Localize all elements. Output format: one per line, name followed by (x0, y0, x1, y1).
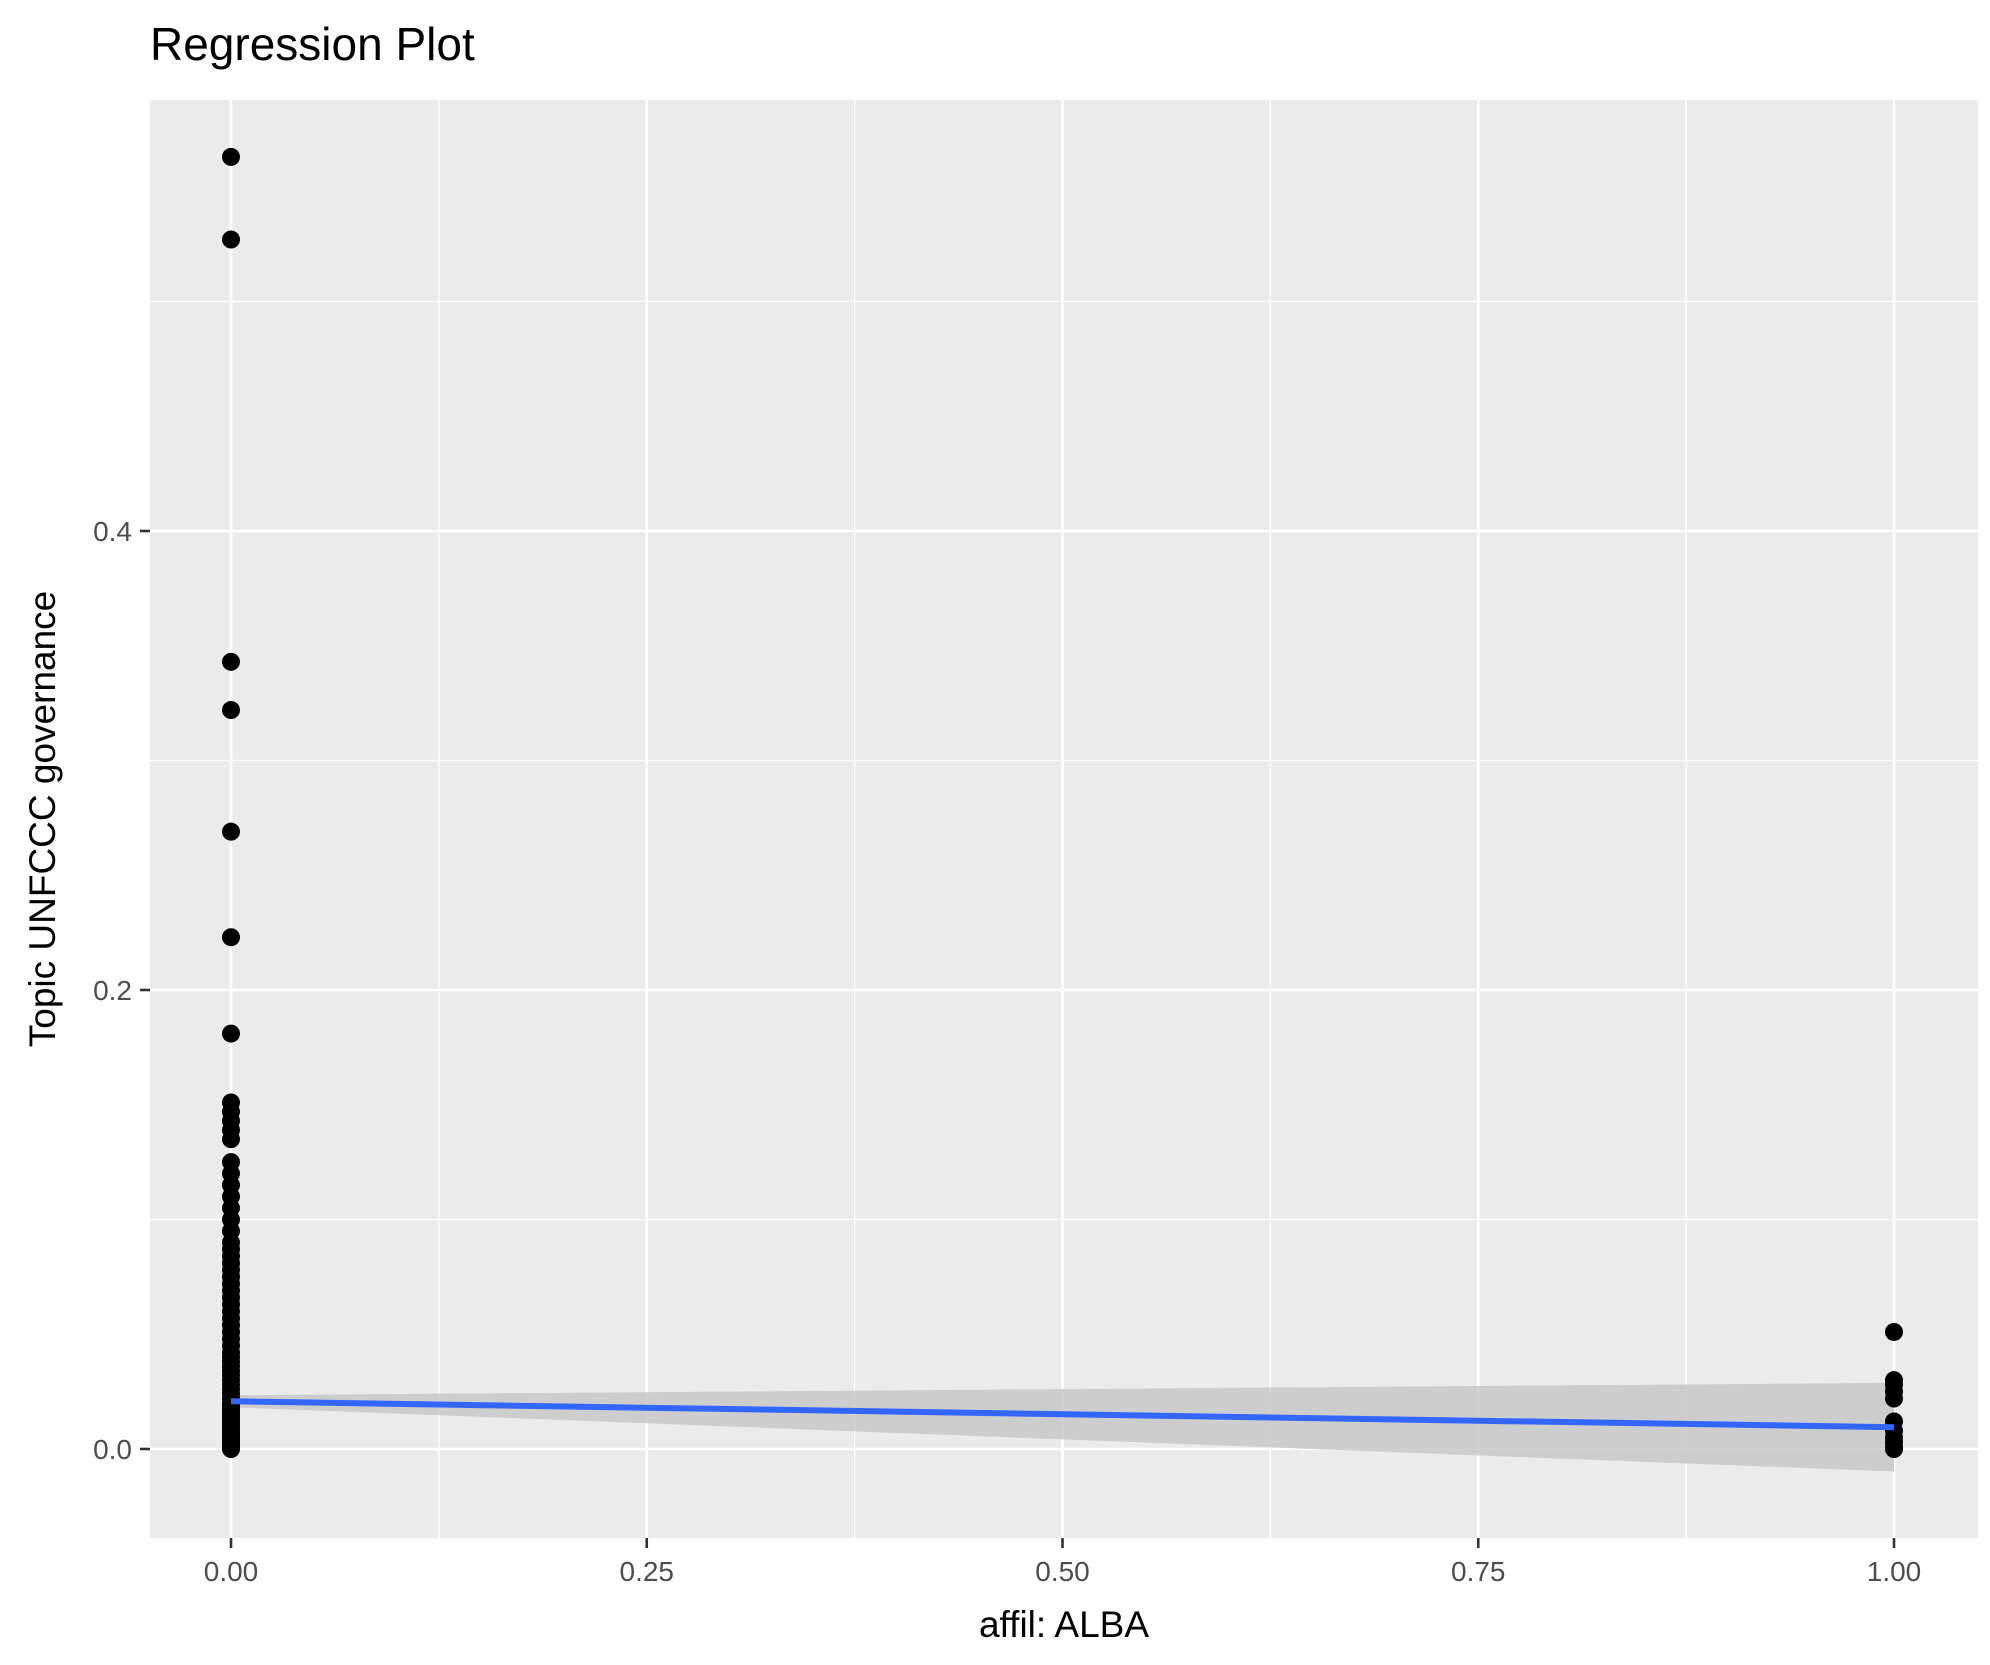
x-axis: 0.00 0.25 0.50 0.75 1.00 (204, 1538, 1922, 1587)
scatter-points (222, 147, 1903, 1458)
data-point (222, 928, 240, 947)
data-point (222, 652, 240, 671)
x-tick-label: 0.50 (1035, 1556, 1090, 1587)
data-point (1885, 1389, 1903, 1408)
minor-grid (150, 100, 1978, 1538)
data-point (222, 822, 240, 841)
data-point (222, 1440, 240, 1458)
x-tick-label: 1.00 (1867, 1556, 1922, 1587)
y-tick-label: 0.4 (93, 516, 132, 547)
x-tick-label: 0.00 (204, 1556, 259, 1587)
y-axis-label: Topic UNFCCC governance (22, 591, 63, 1048)
x-tick-label: 0.25 (620, 1556, 675, 1587)
x-axis-label: affil: ALBA (979, 1604, 1149, 1645)
x-tick-label: 0.75 (1451, 1556, 1506, 1587)
data-point (222, 1024, 240, 1043)
y-axis: 0.0 0.2 0.4 (93, 516, 150, 1465)
chart-title: Regression Plot (150, 18, 475, 70)
data-point (1885, 1322, 1903, 1341)
y-tick-label: 0.2 (93, 975, 132, 1006)
regression-line-layer (230, 1398, 1895, 1431)
plot-panel (150, 100, 1978, 1538)
data-point (222, 230, 240, 249)
data-point (222, 147, 240, 166)
y-tick-label: 0.0 (93, 1434, 132, 1465)
data-point (222, 701, 240, 720)
data-point (1885, 1440, 1903, 1458)
regression-line (230, 1398, 1895, 1431)
data-point (222, 1130, 240, 1149)
